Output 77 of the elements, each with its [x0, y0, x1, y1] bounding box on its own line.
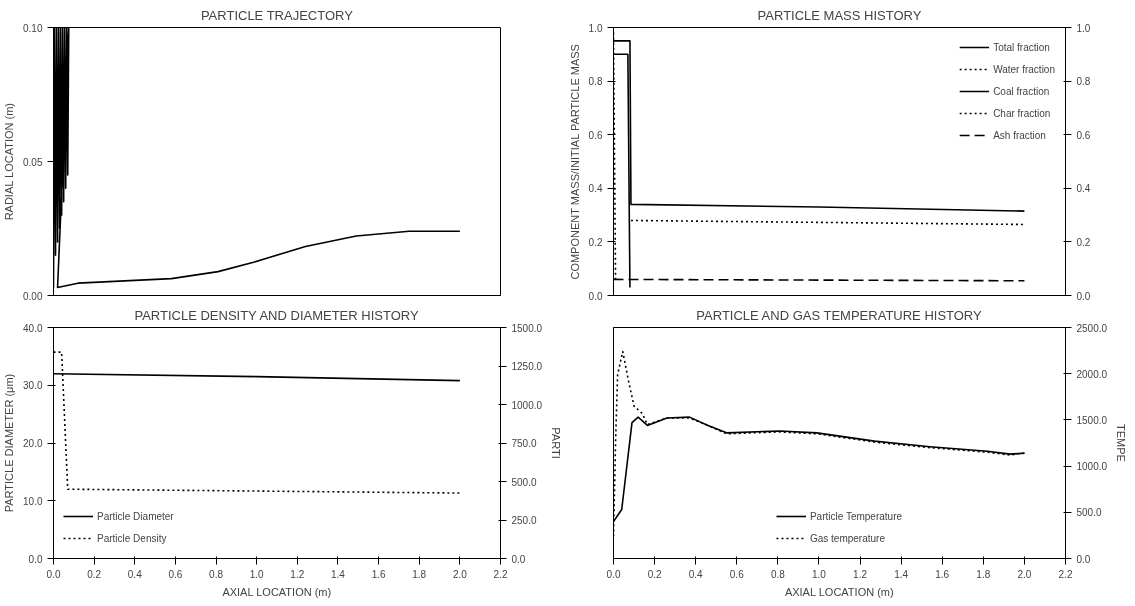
legend-label: Water fraction: [993, 63, 1055, 75]
y2-tick-label: 0.0: [511, 553, 526, 565]
y-tick-label: 0.0: [588, 290, 603, 302]
y-tick-label: 0.0: [28, 553, 43, 565]
y-tick-label: 40.0: [23, 322, 43, 334]
y-axis-title: PARTICLE DIAMETER (μm): [3, 373, 16, 513]
chart-title: PARTICLE DENSITY AND DIAMETER HISTORY: [134, 307, 419, 323]
x-tick-label: 0.2: [87, 568, 102, 580]
x-tick-label: 0.4: [127, 568, 143, 580]
legend-label: Total fraction: [993, 41, 1050, 53]
y2-tick-label: 2500.0: [1076, 322, 1108, 334]
chart-title: PARTICLE AND GAS TEMPERATURE HISTORY: [696, 307, 983, 323]
y2-tick-label: 0.0: [1076, 553, 1091, 565]
x-tick-label: 2.0: [452, 568, 468, 580]
chart-title: PARTICLE MASS HISTORY: [757, 7, 922, 23]
x-tick-label: 1.8: [976, 568, 991, 580]
legend-label: Ash fraction: [993, 129, 1046, 141]
x-tick-label: 1.4: [894, 568, 909, 580]
y-tick-label: 0.05: [23, 156, 43, 168]
x-tick-label: 0.0: [46, 568, 61, 580]
y2-tick-label: 1000.0: [1076, 461, 1108, 473]
chart-title: PARTICLE TRAJECTORY: [200, 7, 354, 23]
y-tick-label: 1.0: [588, 22, 603, 34]
x-tick-label: 1.2: [290, 568, 305, 580]
y-tick-label: 0.4: [588, 183, 603, 195]
legend-label: Particle Temperature: [809, 510, 903, 522]
x-tick-label: 2.2: [493, 568, 508, 580]
y2-tick-label: 1.0: [1076, 22, 1091, 34]
x-tick-label: 1.8: [412, 568, 427, 580]
x-tick-label: 1.4: [331, 568, 346, 580]
y2-tick-label: 250.0: [511, 515, 537, 526]
x-tick-label: 1.6: [935, 568, 950, 580]
y2-tick-label: 0.0: [1076, 290, 1091, 302]
x-axis-title: AXIAL LOCATION (m): [784, 585, 894, 598]
legend-label: Char fraction: [993, 107, 1051, 119]
y2-axis-title: PARTI: [550, 427, 563, 459]
legend-label: Gas temperature: [809, 532, 885, 544]
y-axis-title: RADIAL LOCATION (m): [3, 103, 16, 221]
y2-tick-label: 500.0: [511, 476, 537, 488]
y-tick-label: 0.10: [23, 22, 43, 34]
y2-tick-label: 1500.0: [1076, 414, 1108, 426]
x-tick-label: 0.6: [168, 568, 183, 580]
x-tick-label: 0.6: [729, 568, 745, 580]
x-tick-label: 2.2: [1058, 568, 1073, 580]
y-tick-label: 0.8: [588, 76, 603, 88]
x-tick-label: 0.2: [647, 568, 662, 580]
y2-tick-label: 1000.0: [511, 399, 543, 411]
y-tick-label: 20.0: [23, 438, 43, 449]
legend-label: Particle Density: [97, 532, 167, 544]
y-tick-label: 0.6: [588, 129, 603, 141]
x-tick-label: 1.6: [371, 568, 386, 580]
legend-label: Coal fraction: [993, 85, 1050, 97]
x-axis-title: AXIAL LOCATION (m): [222, 585, 332, 598]
legend-label: Particle Diameter: [97, 510, 174, 522]
y-tick-label: 0.00: [23, 290, 43, 302]
x-tick-label: 1.2: [853, 568, 868, 580]
y2-tick-label: 0.4: [1076, 183, 1091, 195]
y2-tick-label: 750.0: [511, 438, 537, 449]
y-axis-title: COMPONENT MASS/INITIAL PARTICLE MASS: [568, 44, 581, 280]
y2-tick-label: 0.2: [1076, 236, 1091, 248]
x-tick-label: 0.8: [770, 568, 786, 580]
y2-tick-label: 1250.0: [511, 361, 543, 372]
y2-tick-label: 0.8: [1076, 76, 1091, 88]
x-tick-label: 0.8: [209, 568, 224, 580]
y2-tick-label: 0.6: [1076, 129, 1091, 141]
y-tick-label: 0.2: [588, 236, 603, 248]
y2-axis-title: TEMPE: [1115, 424, 1128, 462]
y2-tick-label: 500.0: [1076, 507, 1102, 519]
y-tick-label: 30.0: [23, 380, 43, 392]
y-tick-label: 10.0: [23, 495, 43, 507]
x-tick-label: 1.0: [249, 568, 265, 580]
y2-tick-label: 1500.0: [511, 322, 543, 334]
x-tick-label: 2.0: [1017, 568, 1032, 580]
x-tick-label: 0.4: [688, 568, 704, 580]
x-tick-label: 1.0: [812, 568, 827, 580]
x-tick-label: 0.0: [606, 568, 621, 580]
y2-tick-label: 2000.0: [1076, 368, 1108, 380]
